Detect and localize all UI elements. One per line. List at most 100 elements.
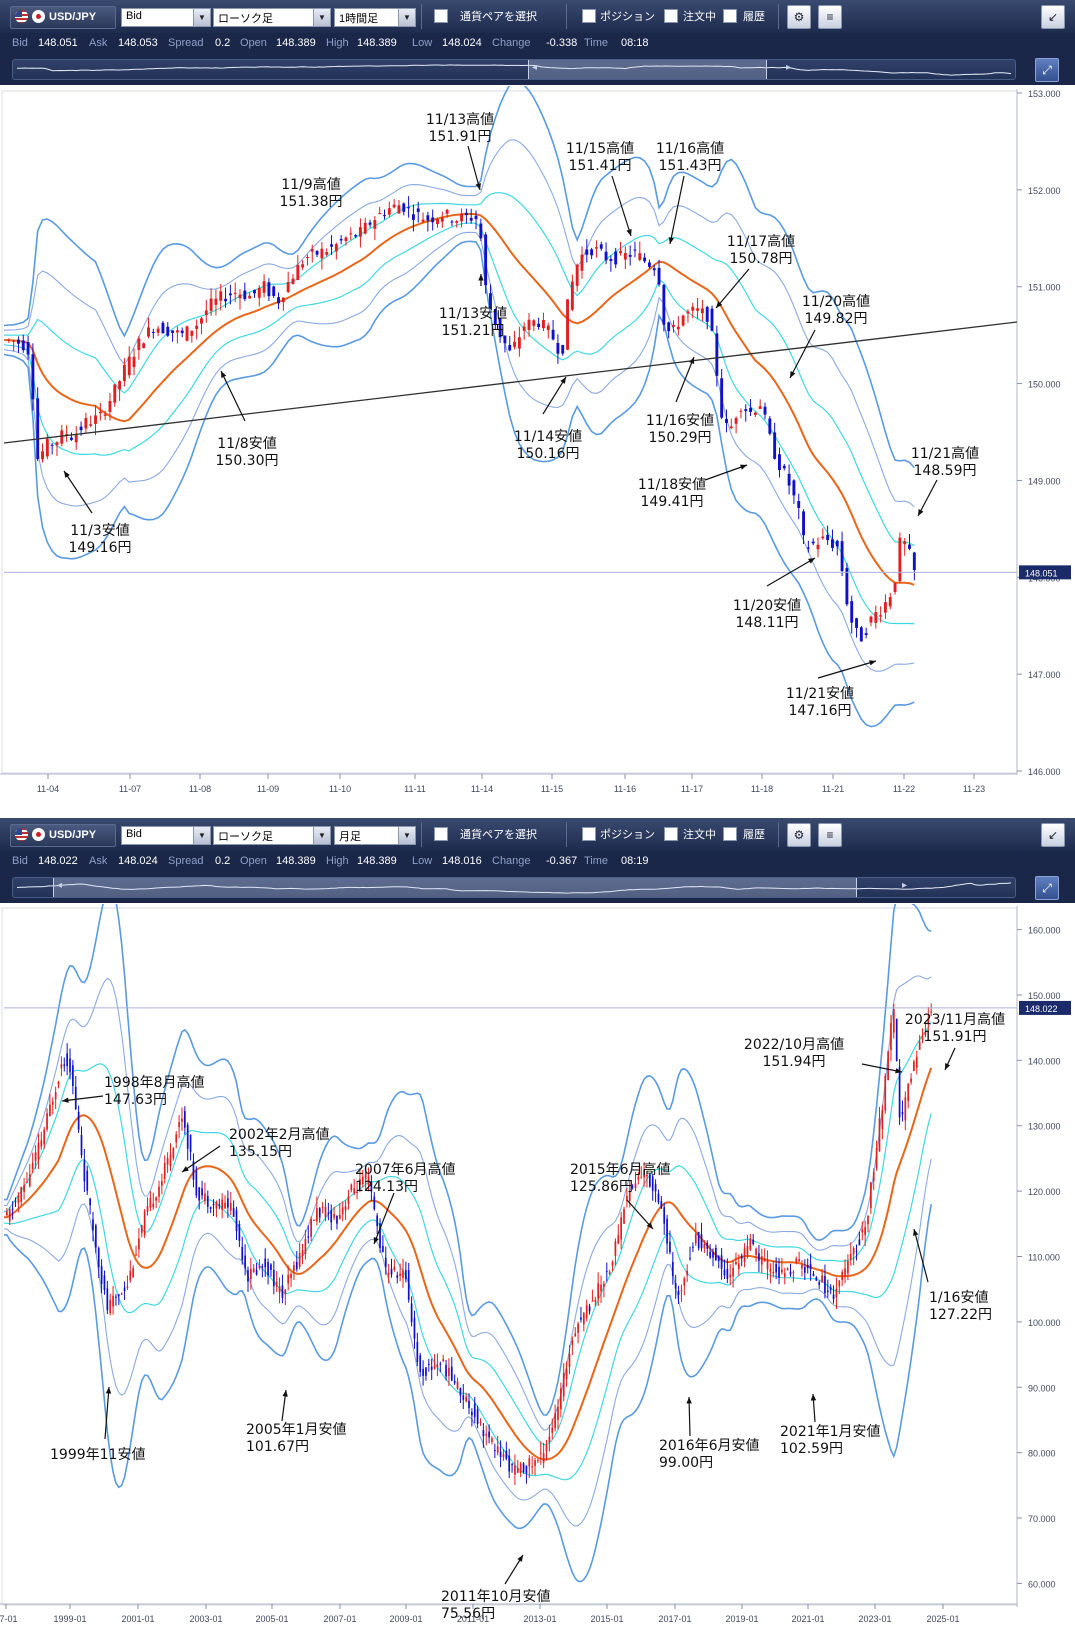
annotation-arrow (688, 1396, 691, 1437)
currency-pair-button[interactable]: USD/JPY (10, 824, 116, 847)
candle-body (327, 1212, 330, 1214)
candle-body (462, 1395, 465, 1400)
candle-body (23, 1184, 25, 1192)
orders-checkbox[interactable] (664, 9, 678, 23)
candle-body (175, 330, 179, 333)
candle-body (238, 294, 242, 299)
pair-select-checkbox[interactable] (434, 827, 448, 841)
candle-body (537, 1460, 539, 1462)
chart-settings-icon[interactable]: ⚙ (787, 823, 811, 847)
candle-body (604, 251, 608, 261)
arrow-left-icon[interactable]: ◂ (57, 880, 63, 891)
jp-flag-icon (32, 10, 45, 23)
position-label: ポジション (600, 829, 655, 841)
candle-body (517, 337, 521, 349)
candle-body (766, 1260, 769, 1270)
divider (566, 4, 567, 29)
candle-body (816, 544, 820, 550)
candle-body (471, 1411, 473, 1416)
candle-body (49, 1104, 51, 1117)
arrow-right-icon[interactable]: ▸ (786, 62, 792, 73)
history-checkbox[interactable] (723, 9, 737, 23)
list-icon[interactable]: ≡ (818, 823, 842, 847)
candle-body (74, 1086, 77, 1110)
candle-body (683, 1278, 686, 1286)
timeframe-select[interactable]: 月足 ▼ (334, 826, 416, 845)
orders-checkbox[interactable] (664, 827, 678, 841)
price-type-select[interactable]: Bid ▼ (121, 8, 211, 27)
chart-settings-icon[interactable]: ⚙ (787, 5, 811, 29)
arrowhead (740, 464, 747, 470)
candle-body (370, 1182, 373, 1192)
navigator-window[interactable] (528, 60, 767, 79)
candle-body (786, 1268, 789, 1271)
fit-icon[interactable]: ⤢ (1035, 876, 1059, 900)
candle-body (562, 1372, 565, 1397)
candle-body (94, 415, 97, 424)
chart-type-select[interactable]: ローソク足 ▼ (213, 8, 331, 27)
candle-body (519, 1463, 522, 1474)
arrow-left-icon[interactable]: ◂ (532, 62, 538, 73)
current-price-tag (1019, 1000, 1071, 1015)
navigator-scrollbar[interactable]: ◂ ▸ (12, 59, 1016, 80)
pair-select-checkbox[interactable] (434, 9, 448, 23)
x-tick-label: 2013-01 (523, 1614, 556, 1624)
history-checkbox[interactable] (723, 827, 737, 841)
chevron-down-icon: ▼ (398, 9, 415, 26)
candle-body (310, 1219, 312, 1237)
candle-body (392, 204, 396, 208)
candle-body (858, 1239, 861, 1246)
annotation-arrow (675, 356, 695, 403)
candle-body (281, 1285, 284, 1298)
fit-icon[interactable]: ⤢ (1035, 58, 1059, 82)
candle-body (623, 253, 627, 260)
annotation-label: 2007年6月高値 (355, 1161, 456, 1178)
position-checkbox[interactable] (582, 9, 596, 23)
price-chart[interactable]: 160.000 150.000 140.000 130.000 120.000 110.0… (0, 904, 1075, 1639)
timeframe-select[interactable]: 1時間足 ▼ (334, 8, 416, 27)
candle-body (98, 411, 102, 414)
candle-body (508, 1455, 511, 1472)
annotation-value: 148.11円 (736, 615, 799, 631)
navigator-window[interactable] (53, 878, 857, 897)
candle-body (135, 1254, 137, 1256)
arrowhead (808, 558, 815, 564)
annotation-value: 124.13円 (355, 1179, 418, 1195)
position-label: ポジション (600, 11, 655, 23)
candle-body (456, 1381, 459, 1389)
chart-type-select[interactable]: ローソク足 ▼ (213, 826, 331, 845)
candle-body (811, 541, 815, 544)
candle-body (120, 1293, 123, 1295)
candle-body (511, 1464, 513, 1466)
x-tick-label: 11-10 (329, 784, 351, 794)
candle-body (663, 1207, 666, 1224)
collapse-icon[interactable]: ↙ (1041, 823, 1065, 847)
candle-body (802, 511, 805, 536)
price-type-select[interactable]: Bid ▼ (121, 826, 211, 845)
candle-body (31, 354, 35, 400)
candle-body (614, 1241, 617, 1256)
candle-body (709, 1251, 711, 1258)
currency-pair-button[interactable]: USD/JPY (10, 6, 116, 29)
candle-body (493, 308, 497, 325)
arrow-right-icon[interactable]: ▸ (902, 880, 908, 891)
y-tick-label: 70.000 (1028, 1514, 1056, 1524)
candle-body (557, 1406, 559, 1420)
candle-body (272, 1269, 275, 1287)
collapse-icon[interactable]: ↙ (1041, 5, 1065, 29)
price-chart[interactable]: 153.000 152.000 151.000 150.000 149.000 148.0… (0, 86, 1075, 810)
annotation-value: 135.15円 (229, 1144, 292, 1160)
candle-body (69, 437, 73, 440)
x-tick-label: 2003-01 (189, 1614, 222, 1624)
navigator-scrollbar[interactable]: ◂ ▸ (12, 877, 1016, 898)
candle-body (92, 1219, 94, 1231)
y-tick-label: 146.000 (1028, 767, 1061, 777)
candle-body (313, 1219, 315, 1221)
annotation-arrow (373, 1192, 395, 1245)
candle-body (821, 536, 825, 539)
annotation-label: 11/13高値 (426, 111, 494, 128)
candle-body (781, 1269, 783, 1273)
list-icon[interactable]: ≡ (818, 5, 842, 29)
candle-body (50, 444, 54, 446)
position-checkbox[interactable] (582, 827, 596, 841)
